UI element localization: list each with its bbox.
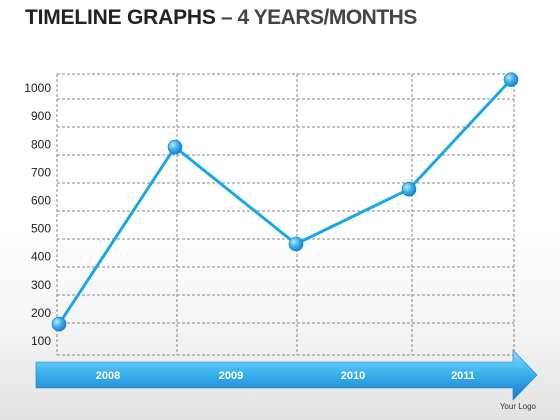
- title-main: TIMELINE GRAPHS: [25, 6, 216, 29]
- y-tick-label: 700: [31, 165, 51, 179]
- x-tick-label: 2011: [451, 370, 475, 382]
- y-tick-label: 900: [31, 109, 51, 123]
- data-point: [167, 139, 183, 155]
- x-tick-label: 2009: [219, 370, 243, 382]
- series: [51, 72, 519, 332]
- data-point: [51, 316, 67, 332]
- title-subtitle: – 4 YEARS/MONTHS: [215, 6, 417, 29]
- y-tick-label: 300: [31, 278, 51, 292]
- data-point: [503, 72, 519, 87]
- data-point: [401, 181, 417, 197]
- page-title: TIMELINE GRAPHS – 4 YEARS/MONTHS: [25, 6, 417, 30]
- x-tick-label: 2008: [96, 370, 120, 382]
- timeline-arrow-shape: [35, 349, 538, 401]
- y-tick-label: 500: [31, 222, 51, 236]
- y-tick-label: 600: [31, 193, 51, 207]
- y-tick-label: 200: [31, 306, 51, 320]
- x-axis: 2008 2009 2010 2011: [96, 370, 475, 382]
- y-tick-label: 400: [31, 250, 51, 264]
- timeline-arrow: [35, 349, 538, 401]
- y-axis: 100 200 300 400 500 600 700 800 900 1000: [24, 81, 51, 348]
- chart-grid: [56, 73, 515, 356]
- data-point: [288, 236, 304, 252]
- y-tick-label: 1000: [24, 81, 51, 95]
- x-tick-label: 2010: [341, 370, 365, 382]
- logo-text: Your Logo: [499, 402, 536, 411]
- y-tick-label: 100: [31, 334, 51, 348]
- y-tick-label: 800: [31, 137, 51, 151]
- series-line: [57, 78, 513, 325]
